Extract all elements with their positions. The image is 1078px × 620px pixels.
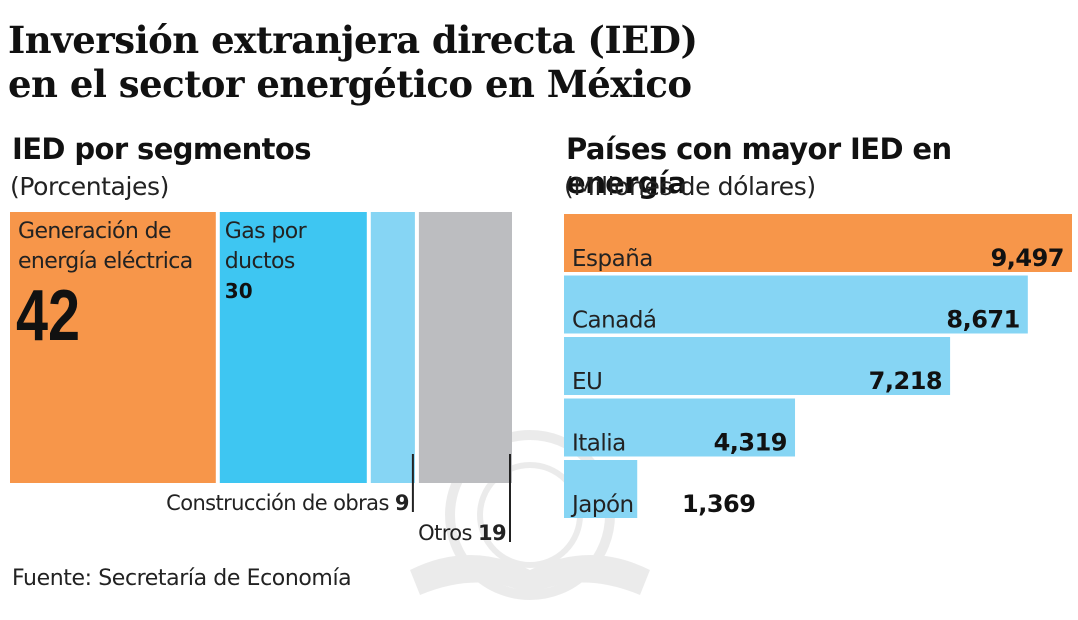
category-label: EU bbox=[572, 369, 602, 395]
page-title: Inversión extranjera directa (IED) en el… bbox=[8, 18, 698, 106]
bar-eu bbox=[564, 337, 951, 395]
category-label: España bbox=[572, 246, 653, 272]
bar-españa bbox=[564, 214, 1072, 272]
title-line-1: Inversión extranjera directa (IED) bbox=[8, 18, 698, 62]
segment-value-label: 30 bbox=[225, 279, 253, 303]
category-label: Canadá bbox=[572, 308, 657, 334]
segment-label: Generación de bbox=[18, 219, 171, 244]
segment-block-2 bbox=[219, 212, 367, 483]
segments-title: IED por segmentos bbox=[12, 132, 312, 166]
category-label: Italia bbox=[572, 431, 626, 457]
segment-label: Gas por bbox=[225, 219, 308, 244]
segments-subtitle: (Porcentajes) bbox=[10, 172, 169, 201]
value-label: 4,319 bbox=[714, 429, 787, 457]
bar-japón bbox=[564, 460, 638, 518]
segment-label: Construcción de obras 9 bbox=[166, 491, 409, 515]
segment-label: energía eléctrica bbox=[18, 249, 193, 274]
countries-bar-chart: España 9,497 Canadá 8,671 EU 7,218 Italia 4,319… bbox=[564, 214, 1072, 518]
value-label: 9,497 bbox=[991, 244, 1064, 272]
category-label: Japón bbox=[570, 492, 634, 518]
segment-block-1 bbox=[10, 212, 216, 483]
segment-block-3 bbox=[370, 212, 415, 483]
bar-canadá bbox=[564, 275, 1028, 334]
value-label: 7,218 bbox=[869, 367, 942, 395]
segment-block-4 bbox=[418, 212, 512, 483]
countries-title: Países con mayor IED en energía bbox=[566, 132, 952, 200]
title-line-2: en el sector energético en México bbox=[8, 62, 692, 106]
value-label: 1,369 bbox=[682, 490, 755, 518]
segment-label: ductos bbox=[225, 249, 295, 274]
segment-value-label: 42 bbox=[16, 275, 80, 356]
bar-italia bbox=[564, 398, 796, 457]
countries-subtitle: (Millones de dólares) bbox=[564, 172, 816, 201]
source-note: Fuente: Secretaría de Economía bbox=[12, 566, 352, 591]
value-label: 8,671 bbox=[946, 306, 1019, 334]
segment-label: Otros 19 bbox=[418, 521, 506, 545]
